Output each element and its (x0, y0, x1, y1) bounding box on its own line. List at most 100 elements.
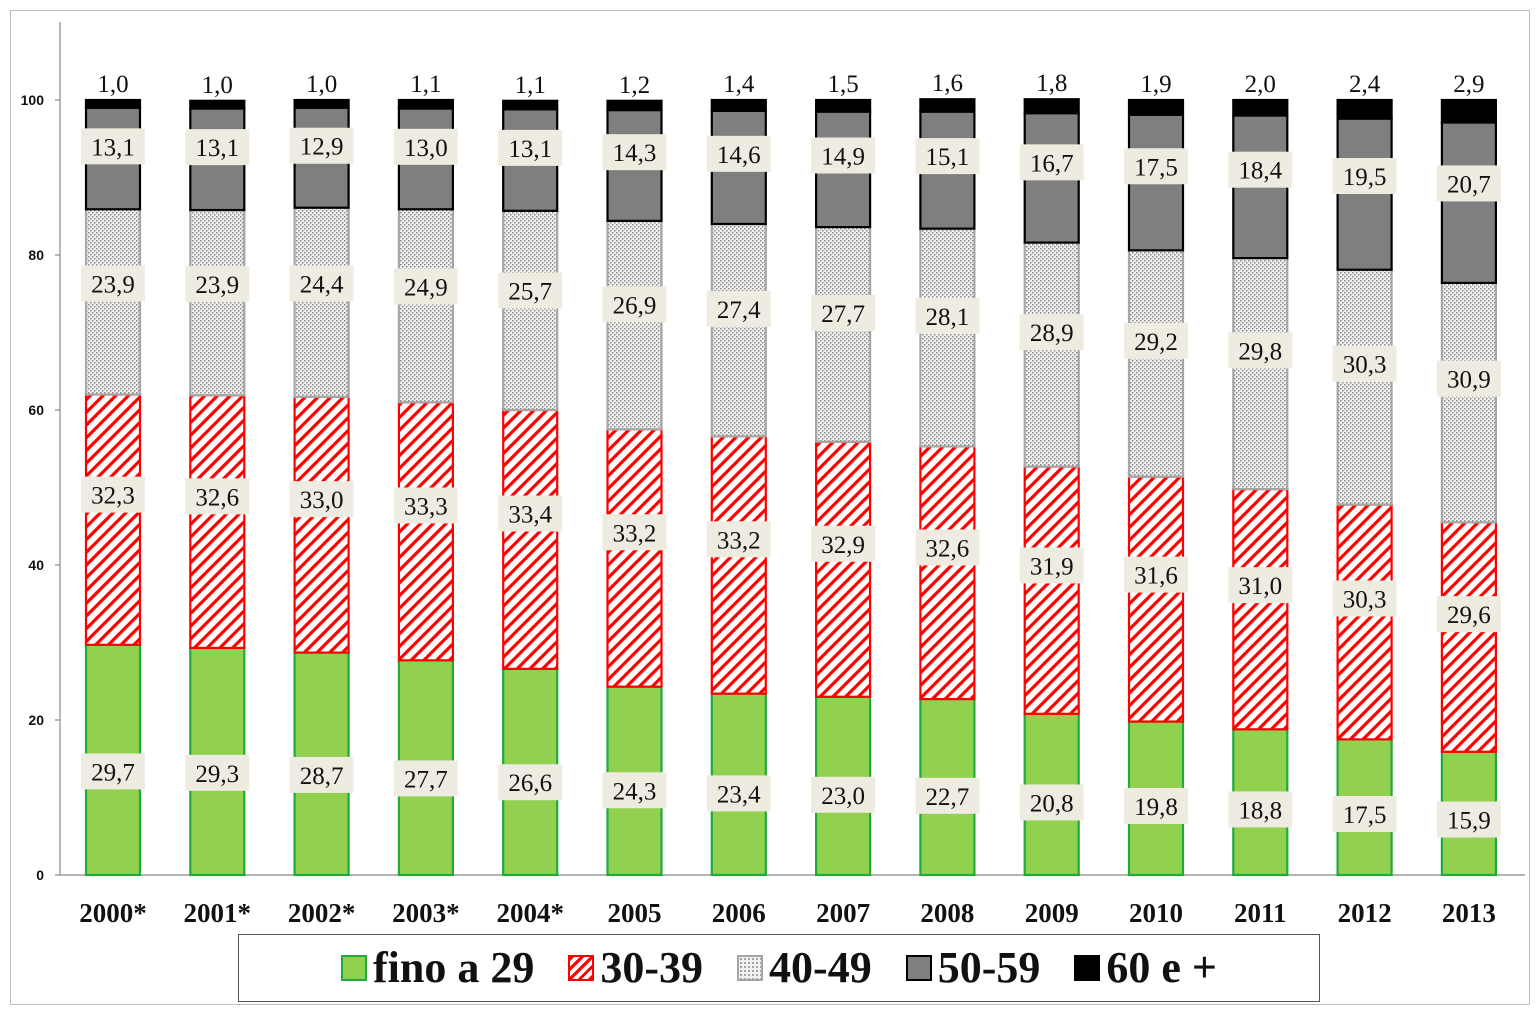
data-label-bg (1228, 151, 1293, 188)
bar-segment-40-49-14 (1440, 281, 1498, 524)
bar-segment-50-59-13 (1336, 117, 1393, 271)
bar-segment-40-49-4 (397, 208, 454, 404)
data-label-top: 1,8 (1036, 70, 1067, 97)
data-label-bg (498, 495, 563, 532)
bar-segment-30-39-5 (502, 408, 559, 670)
data-label: 27,7 (404, 766, 448, 793)
data-label-bg (1228, 332, 1293, 369)
data-label: 14,9 (821, 144, 865, 171)
data-label: 28,7 (300, 763, 344, 790)
data-label: 18,4 (1238, 158, 1282, 185)
data-label: 19,5 (1343, 164, 1387, 191)
data-label: 17,5 (1134, 154, 1178, 181)
data-label-bg (811, 294, 876, 331)
data-label: 23,4 (717, 781, 761, 808)
data-label-bg (1124, 322, 1188, 359)
data-label: 25,7 (508, 278, 552, 305)
data-label-top: 1,4 (723, 71, 755, 98)
data-label-bg (289, 127, 354, 164)
data-label: 32,6 (195, 484, 239, 511)
bar-segment-30-39-10 (1023, 465, 1080, 715)
data-label-bg (1332, 795, 1397, 832)
bar-segment-60-e-9 (919, 98, 976, 113)
data-label: 17,5 (1343, 802, 1387, 829)
data-label: 14,6 (717, 142, 761, 169)
data-label: 19,8 (1134, 794, 1178, 821)
data-label-bg (811, 137, 876, 174)
bar-segment-30-39-7 (710, 435, 767, 695)
data-label: 33,2 (613, 520, 657, 547)
data-label-bg (498, 272, 563, 309)
bar-segment-60-e-7 (710, 98, 767, 112)
chart-frame (10, 10, 1530, 1005)
data-label: 23,9 (91, 271, 135, 298)
x-tick-label: 2003* (392, 898, 460, 928)
bar-segment-40-49-11 (1127, 249, 1185, 478)
bar-segment-30-39-1 (84, 393, 142, 646)
y-tick-label: 60 (28, 402, 44, 418)
data-label-top: 1,5 (827, 71, 858, 98)
data-label: 30,9 (1447, 367, 1491, 394)
data-label-bg (1228, 791, 1293, 828)
data-label: 24,9 (404, 274, 448, 301)
bar-segment-30-39-8 (814, 440, 872, 698)
data-label-bg (1019, 144, 1084, 181)
data-label-top: 2,0 (1245, 71, 1276, 98)
bar-segment-50-59-14 (1440, 121, 1498, 285)
data-label-bg (1019, 547, 1084, 584)
data-label: 20,7 (1447, 171, 1491, 198)
x-tick-label: 2008 (920, 898, 974, 928)
legend-item: 30-39 (568, 946, 703, 990)
data-label: 28,1 (926, 304, 970, 331)
data-label-top: 1,0 (202, 72, 233, 99)
y-tick-label: 20 (28, 712, 44, 728)
legend-label: 60 e + (1106, 943, 1217, 992)
bar-segment-30-39-13 (1336, 503, 1393, 741)
data-label-bg (915, 138, 980, 175)
bar-segment-40-49-10 (1023, 241, 1080, 468)
data-label-bg (602, 772, 667, 809)
x-tick-label: 2002* (288, 898, 356, 928)
data-label-bg (81, 476, 145, 513)
data-label: 15,1 (926, 144, 970, 171)
data-label-bg (915, 529, 980, 566)
data-label: 14,3 (613, 140, 657, 167)
data-label: 31,0 (1238, 573, 1282, 600)
data-label-bg (81, 128, 145, 165)
data-label-bg (81, 753, 145, 790)
bar-segment-40-49-6 (606, 219, 663, 431)
bar-segment-60-e-13 (1336, 98, 1393, 120)
data-label-bg (289, 756, 354, 793)
legend-swatch (1074, 955, 1101, 981)
data-label-bg (1124, 148, 1188, 185)
legend-swatch (905, 955, 932, 981)
bar-segment-40-49-2 (189, 208, 246, 397)
data-label: 29,7 (91, 759, 135, 786)
x-tick-label: 2005 (608, 898, 662, 928)
data-label-top: 1,1 (515, 72, 546, 99)
data-label-bg (602, 134, 667, 171)
bar-segment-40-49-13 (1336, 268, 1393, 506)
legend-label: fino a 29 (373, 943, 535, 992)
x-tick-label: 2011 (1234, 898, 1287, 928)
data-label-bg (1436, 596, 1501, 633)
bar-segment-60-e-14 (1440, 98, 1498, 124)
data-label-top: 1,6 (932, 70, 963, 97)
data-label-bg (393, 487, 458, 524)
data-label-bg (1436, 360, 1501, 397)
data-label-bg (915, 777, 980, 814)
data-label-bg (706, 521, 771, 558)
data-label: 16,7 (1030, 150, 1074, 177)
x-tick-label: 2000* (79, 898, 147, 928)
bar-segment-40-49-3 (293, 206, 350, 398)
data-label-bg (393, 268, 458, 305)
data-label-bg (185, 266, 250, 303)
data-label: 18,8 (1238, 797, 1282, 824)
data-label: 31,6 (1134, 563, 1178, 590)
x-tick-label: 2010 (1129, 898, 1183, 928)
y-tick-label: 40 (28, 557, 44, 573)
data-label-bg (1019, 784, 1084, 821)
data-label: 23,0 (821, 783, 865, 810)
data-label: 23,9 (195, 272, 239, 299)
